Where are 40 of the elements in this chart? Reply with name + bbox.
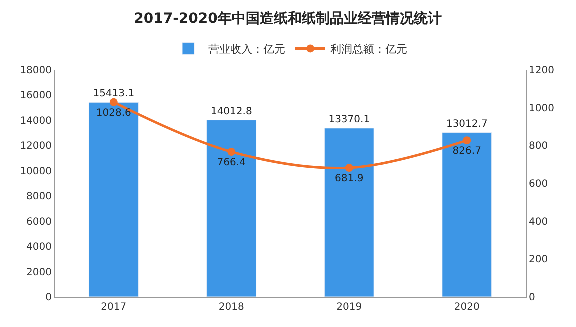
legend-label: 营业收入：亿元	[208, 42, 286, 56]
data-label: 766.4	[217, 158, 246, 169]
point	[228, 148, 236, 156]
y-tick-label: 4000	[26, 242, 52, 254]
bar	[324, 128, 374, 297]
y-tick-label: 8000	[26, 192, 52, 203]
point	[110, 98, 118, 106]
y2-tick-label: 400	[529, 216, 548, 228]
data-label: 14012.8	[210, 106, 252, 118]
x-tick-label: 2020	[454, 302, 480, 313]
data-label: 681.9	[335, 174, 364, 185]
point	[463, 136, 472, 145]
data-label: 826.7	[452, 146, 482, 158]
x-tick-label: 2017	[101, 302, 127, 313]
data-label: 13012.7	[446, 118, 488, 130]
bar	[442, 132, 492, 297]
data-label: 15413.1	[93, 88, 135, 100]
y2-tick-label: 600	[529, 179, 548, 190]
y2-tick-label: 1000	[529, 103, 554, 114]
y2-tick-label: 800	[529, 141, 548, 152]
y2-tick-label: 0	[529, 292, 536, 304]
y-tick-label: 18000	[20, 66, 52, 76]
y-tick-label: 10000	[20, 166, 52, 178]
y-tick-label: 0	[46, 292, 52, 304]
y2-tick-label: 1200	[529, 66, 554, 76]
data-label: 13370.1	[328, 114, 370, 126]
point	[345, 164, 354, 172]
y-tick-label: 12000	[20, 141, 52, 152]
chart-title: 2017-2020年中国造纸和纸制品业经营情况统计	[134, 10, 442, 27]
y-tick-label: 2000	[26, 267, 52, 278]
y-tick-label: 6000	[26, 216, 52, 228]
x-tick-label: 2019	[336, 302, 362, 313]
x-tick-label: 2018	[218, 302, 244, 313]
y-tick-label: 16000	[20, 90, 52, 102]
data-label: 1028.6	[96, 108, 132, 119]
y2-tick-label: 200	[529, 254, 548, 266]
bar	[206, 120, 257, 297]
legend-label: 利润总额：亿元	[330, 42, 408, 56]
y-tick-label: 14000	[20, 116, 52, 127]
bar	[88, 102, 139, 297]
